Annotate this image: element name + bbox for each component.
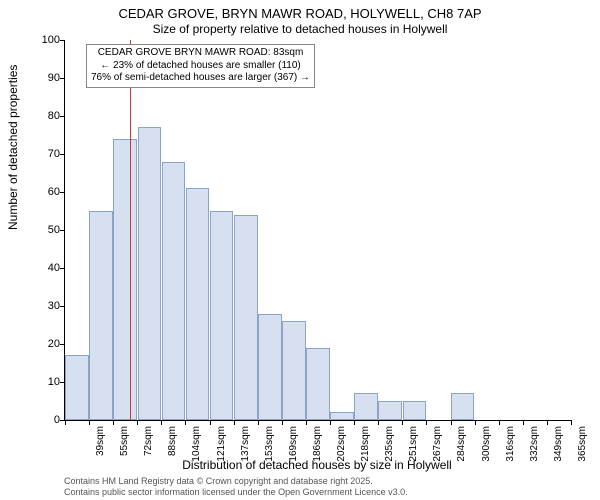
xtick-mark [378,420,379,425]
histogram-bar [258,314,282,420]
xtick-mark [523,420,524,425]
xtick-mark [161,420,162,425]
histogram-bar [65,355,89,420]
xtick-label: 186sqm [312,426,323,462]
footer-line-1: Contains HM Land Registry data © Crown c… [64,476,408,487]
ytick-label: 0 [30,414,60,426]
chart-title-sub: Size of property relative to detached ho… [0,22,600,36]
xtick-label: 235sqm [384,426,395,462]
xtick-label: 365sqm [577,426,588,462]
xtick-mark [89,420,90,425]
ytick-mark [60,344,65,345]
histogram-bar [403,401,427,420]
ytick-label: 20 [30,338,60,350]
xtick-mark [282,420,283,425]
histogram-bar [330,412,354,420]
xtick-label: 284sqm [456,426,467,462]
ytick-mark [60,116,65,117]
histogram-bar [89,211,113,420]
ytick-mark [60,306,65,307]
xtick-mark [210,420,211,425]
xtick-label: 251sqm [408,426,419,462]
xtick-mark [402,420,403,425]
xtick-mark [306,420,307,425]
histogram-bar [234,215,258,420]
ytick-mark [60,154,65,155]
xtick-mark [234,420,235,425]
y-axis-label: Number of detached properties [6,65,20,230]
xtick-label: 55sqm [119,426,130,462]
xtick-mark [451,420,452,425]
xtick-label: 153sqm [264,426,275,462]
xtick-label: 169sqm [288,426,299,462]
xtick-label: 104sqm [191,426,202,462]
histogram-bar [354,393,378,420]
histogram-bar [186,188,210,420]
xtick-mark [330,420,331,425]
xtick-mark [185,420,186,425]
histogram-bar [451,393,475,420]
callout-box: CEDAR GROVE BRYN MAWR ROAD: 83sqm ← 23% … [86,44,315,88]
xtick-label: 349sqm [553,426,564,462]
ytick-mark [60,230,65,231]
xtick-label: 218sqm [360,426,371,462]
xtick-label: 267sqm [432,426,443,462]
marker-line [130,40,131,420]
histogram-bar [113,139,137,420]
xtick-label: 121sqm [216,426,227,462]
xtick-label: 332sqm [529,426,540,462]
histogram-bar [378,401,402,420]
xtick-mark [113,420,114,425]
xtick-mark [547,420,548,425]
footer-attribution: Contains HM Land Registry data © Crown c… [64,476,408,498]
callout-line-1: CEDAR GROVE BRYN MAWR ROAD: 83sqm [91,47,310,60]
ytick-label: 80 [30,110,60,122]
ytick-mark [60,268,65,269]
chart-container: CEDAR GROVE, BRYN MAWR ROAD, HOLYWELL, C… [0,0,600,500]
histogram-bar [306,348,330,420]
xtick-mark [571,420,572,425]
ytick-mark [60,192,65,193]
xtick-mark [65,420,66,425]
callout-line-3: 76% of semi-detached houses are larger (… [91,72,310,85]
xtick-mark [258,420,259,425]
xtick-mark [475,420,476,425]
callout-line-2: ← 23% of detached houses are smaller (11… [91,60,310,73]
ytick-label: 30 [30,300,60,312]
ytick-label: 90 [30,72,60,84]
ytick-label: 50 [30,224,60,236]
ytick-label: 100 [30,34,60,46]
plot-area: 39sqm55sqm72sqm88sqm104sqm121sqm137sqm15… [64,40,571,421]
xtick-mark [354,420,355,425]
histogram-bar [210,211,234,420]
xtick-mark [426,420,427,425]
ytick-label: 40 [30,262,60,274]
ytick-mark [60,40,65,41]
ytick-mark [60,78,65,79]
ytick-label: 60 [30,186,60,198]
xtick-label: 72sqm [143,426,154,462]
histogram-bar [162,162,186,420]
xtick-mark [137,420,138,425]
xtick-label: 202sqm [336,426,347,462]
xtick-mark [499,420,500,425]
histogram-bar [282,321,306,420]
ytick-label: 70 [30,148,60,160]
footer-line-2: Contains public sector information licen… [64,487,408,498]
xtick-label: 39sqm [95,426,106,462]
xtick-label: 316sqm [505,426,516,462]
chart-title-main: CEDAR GROVE, BRYN MAWR ROAD, HOLYWELL, C… [0,6,600,21]
xtick-label: 88sqm [167,426,178,462]
histogram-bar [138,127,162,420]
xtick-label: 137sqm [240,426,251,462]
ytick-label: 10 [30,376,60,388]
x-axis-label: Distribution of detached houses by size … [64,458,570,472]
xtick-label: 300sqm [481,426,492,462]
